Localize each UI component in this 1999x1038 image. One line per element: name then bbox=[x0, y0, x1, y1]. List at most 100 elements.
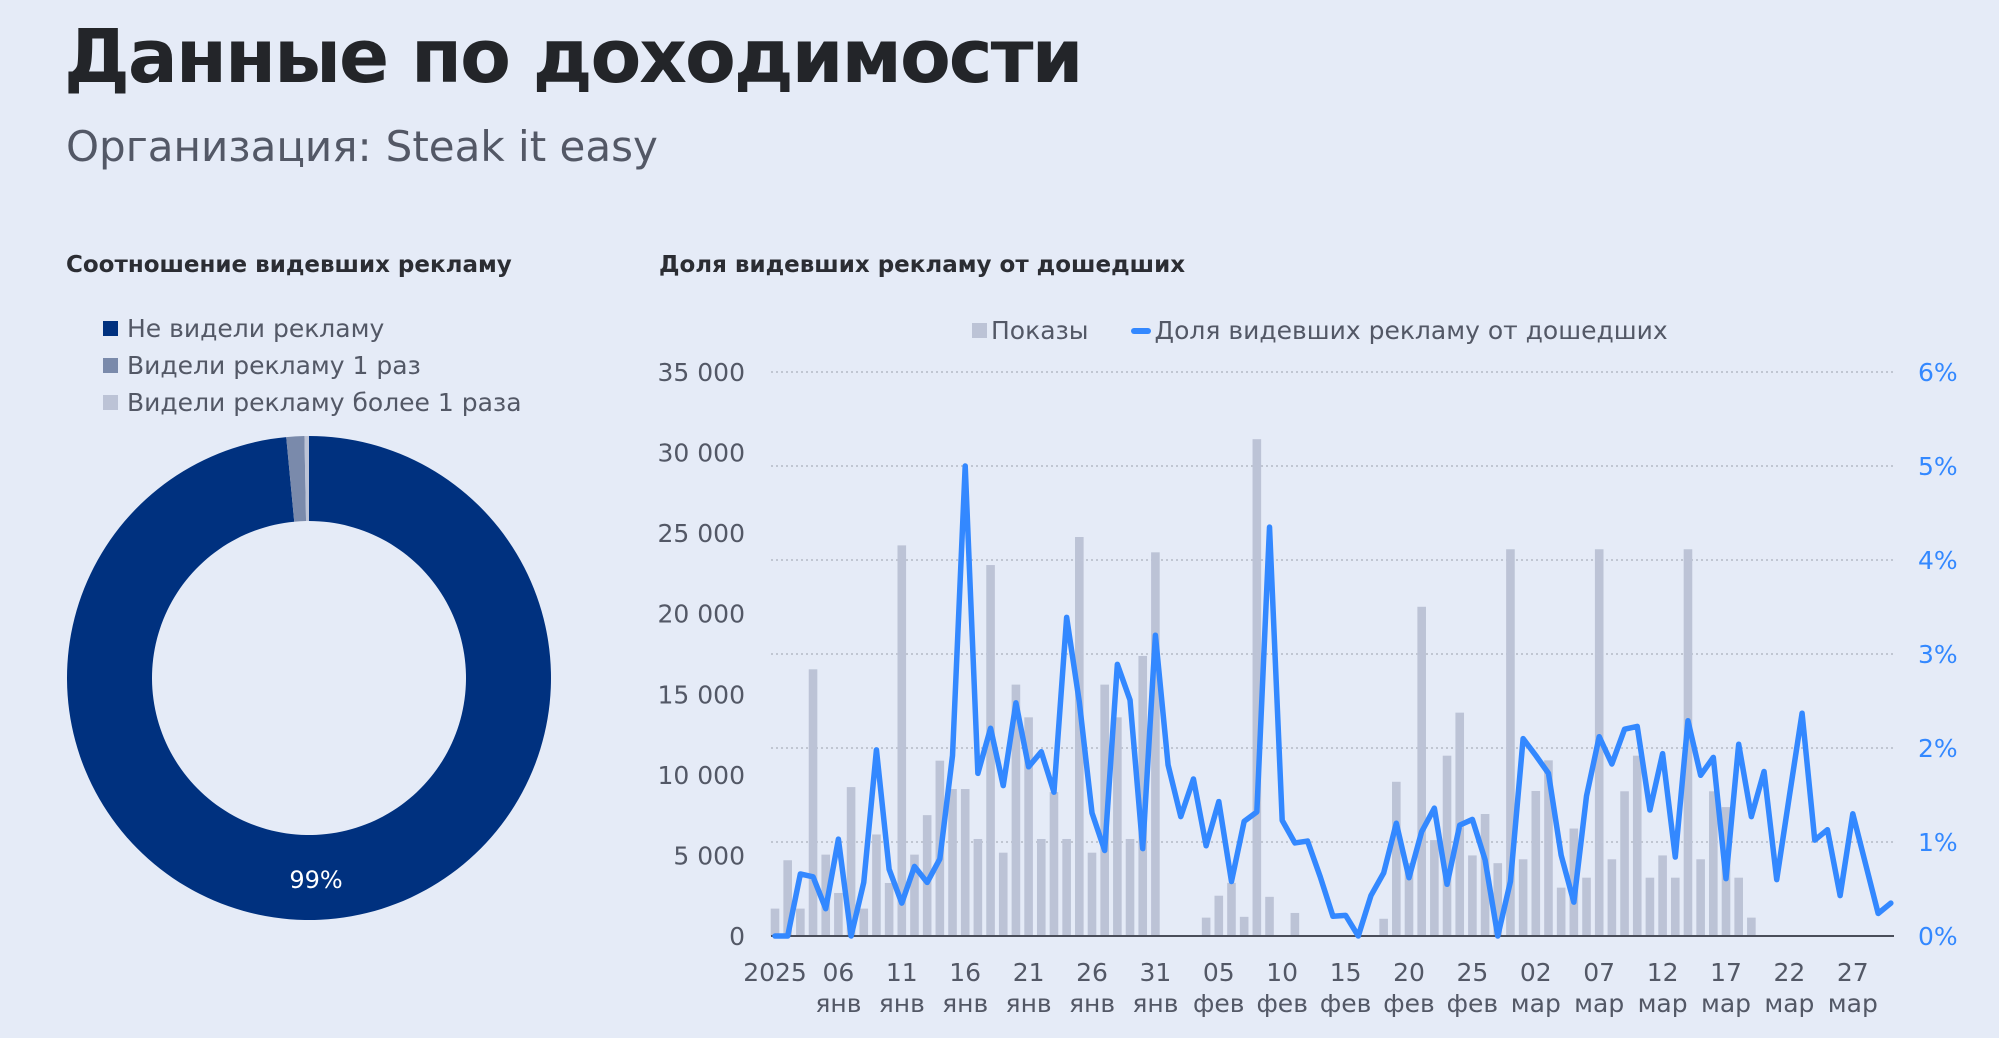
x-tick-label: 06 bbox=[822, 958, 854, 987]
legend-label: Видели рекламу 1 раз bbox=[127, 351, 421, 380]
x-tick-month-label: фев bbox=[1256, 989, 1308, 1018]
bar-impressions bbox=[1531, 790, 1541, 936]
y-right-tick-label: 4% bbox=[1918, 546, 1958, 575]
legend-swatch bbox=[103, 321, 118, 336]
legend-label: Не видели рекламу bbox=[127, 314, 385, 343]
y-right-tick-label: 3% bbox=[1918, 640, 1958, 669]
donut-slice bbox=[286, 436, 307, 522]
bar-impressions bbox=[1075, 537, 1084, 936]
y-left-tick-label: 35 000 bbox=[658, 358, 745, 387]
y-right-tick-label: 1% bbox=[1918, 828, 1958, 857]
legend-label: Видели рекламу более 1 раза bbox=[127, 388, 522, 417]
y-left-tick-label: 5 000 bbox=[673, 841, 745, 870]
bar-impressions bbox=[1011, 684, 1021, 936]
donut-data-label: 99% bbox=[289, 866, 342, 894]
combo-chart-title: Доля видевших рекламу от дошедших bbox=[659, 252, 1186, 278]
bar-impressions bbox=[1607, 859, 1617, 936]
bar-impressions bbox=[910, 854, 919, 936]
legend-item-share: Доля видевших рекламу от дошедших bbox=[1130, 316, 1668, 345]
organization-name: Steak it easy bbox=[385, 122, 658, 171]
bar-impressions bbox=[1518, 859, 1528, 936]
legend-item-impressions: Показы bbox=[972, 316, 1089, 345]
page-title: Данные по доходимости bbox=[64, 14, 1083, 100]
y-right-tick-label: 5% bbox=[1918, 452, 1958, 481]
x-tick-label: 21 bbox=[1013, 958, 1045, 987]
bar-impressions bbox=[1417, 606, 1426, 936]
x-tick-label: 27 bbox=[1837, 958, 1869, 987]
y-right-tick-label: 2% bbox=[1918, 734, 1958, 763]
y-left-tick-label: 10 000 bbox=[658, 761, 745, 790]
x-tick-label: 16 bbox=[949, 958, 981, 987]
y-left-tick-label: 25 000 bbox=[658, 519, 745, 548]
x-tick-label: 22 bbox=[1773, 958, 1805, 987]
bar-impressions bbox=[808, 669, 818, 936]
line-share-series bbox=[772, 463, 1894, 939]
bar-impressions bbox=[1113, 717, 1122, 936]
bar-impressions bbox=[948, 789, 957, 936]
bar-impressions bbox=[1556, 887, 1566, 936]
bar-impressions bbox=[796, 908, 805, 936]
bar-impressions bbox=[1036, 838, 1046, 936]
bar-impressions bbox=[1442, 755, 1452, 936]
x-tick-label: 12 bbox=[1647, 958, 1679, 987]
x-tick-label: 2025 bbox=[743, 958, 807, 987]
x-tick-month-label: мар bbox=[1764, 989, 1814, 1018]
bar-impressions bbox=[859, 908, 869, 936]
bar-impressions bbox=[998, 852, 1008, 936]
bar-impressions bbox=[1506, 549, 1515, 936]
bar-impressions bbox=[1125, 838, 1135, 936]
x-tick-month-label: фев bbox=[1193, 989, 1245, 1018]
x-tick-label: 17 bbox=[1710, 958, 1742, 987]
organization-label: Организация: bbox=[66, 122, 372, 171]
x-tick-month-label: янв bbox=[942, 989, 988, 1018]
donut-slice bbox=[66, 436, 551, 920]
x-tick-label: 11 bbox=[886, 958, 918, 987]
x-tick-label: 31 bbox=[1139, 958, 1171, 987]
y-left-tick-label: 15 000 bbox=[658, 680, 745, 709]
legend-line-swatch bbox=[1130, 327, 1151, 334]
legend-item: Не видели рекламу bbox=[103, 310, 522, 347]
x-tick-label: 25 bbox=[1456, 958, 1488, 987]
donut-slice bbox=[304, 436, 309, 522]
x-tick-month-label: мар bbox=[1574, 989, 1624, 1018]
bar-impressions bbox=[973, 838, 983, 936]
bar-impressions bbox=[1747, 917, 1756, 936]
bar-impressions bbox=[1404, 863, 1414, 936]
legend-swatch bbox=[103, 395, 118, 410]
legend-label: Показы bbox=[991, 316, 1089, 345]
y-left-tick-label: 20 000 bbox=[658, 600, 745, 629]
x-tick-month-label: мар bbox=[1638, 989, 1688, 1018]
x-tick-month-label: янв bbox=[815, 989, 861, 1018]
bar-impressions bbox=[1049, 792, 1059, 936]
bar-impressions bbox=[884, 882, 894, 936]
legend-item: Видели рекламу 1 раз bbox=[103, 347, 522, 384]
x-tick-month-label: фев bbox=[1320, 989, 1372, 1018]
y-left-tick-label: 0 bbox=[729, 922, 745, 951]
legend-swatch bbox=[972, 323, 987, 338]
bar-impressions bbox=[1582, 877, 1591, 936]
x-tick-month-label: янв bbox=[1132, 989, 1178, 1018]
bar-impressions bbox=[922, 815, 932, 936]
bar-impressions bbox=[1201, 917, 1211, 936]
bar-impressions bbox=[1658, 855, 1667, 936]
x-tick-label: 20 bbox=[1393, 958, 1425, 987]
bar-impressions bbox=[897, 545, 907, 936]
y-right-tick-label: 6% bbox=[1918, 358, 1958, 387]
bar-impressions bbox=[1709, 791, 1718, 936]
bar-impressions bbox=[1151, 552, 1160, 936]
combo-legend: Показы Доля видевших рекламу от дошедших bbox=[972, 316, 1710, 345]
bar-impressions bbox=[770, 908, 780, 936]
bar-impressions bbox=[1544, 760, 1553, 936]
x-tick-month-label: янв bbox=[1069, 989, 1115, 1018]
bar-impressions bbox=[1670, 877, 1680, 936]
bar-impressions bbox=[1062, 838, 1071, 936]
x-tick-month-label: янв bbox=[1006, 989, 1052, 1018]
bar-impressions bbox=[872, 834, 881, 936]
bar-impressions bbox=[834, 892, 843, 936]
bar-impressions bbox=[1620, 791, 1629, 936]
bar-impressions bbox=[1265, 896, 1274, 936]
bar-impressions bbox=[1214, 895, 1224, 936]
bar-impressions bbox=[1379, 918, 1388, 936]
x-tick-month-label: мар bbox=[1828, 989, 1878, 1018]
x-tick-month-label: фев bbox=[1383, 989, 1435, 1018]
